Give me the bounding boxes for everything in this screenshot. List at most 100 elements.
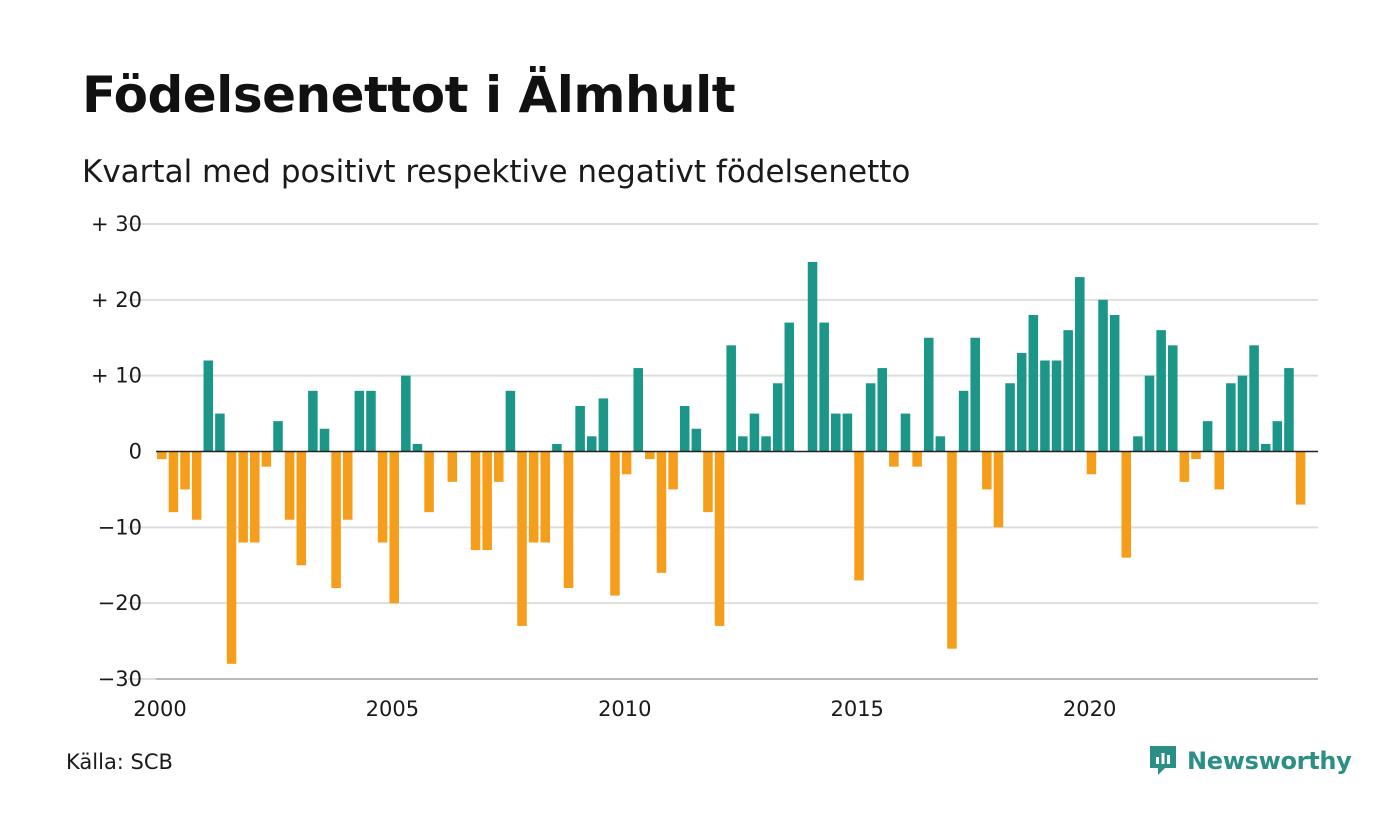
bar-positive — [575, 406, 585, 452]
bar-negative — [563, 451, 574, 588]
bar-positive — [772, 383, 783, 452]
bar-negative — [482, 451, 492, 551]
source-note: Källa: SCB — [66, 750, 173, 774]
bar-positive — [552, 443, 562, 452]
bar-negative — [645, 451, 655, 460]
bar-positive — [1040, 360, 1050, 452]
bar-positive — [1167, 345, 1178, 452]
bar-positive — [1226, 383, 1236, 452]
bar-positive — [1063, 330, 1073, 452]
bar-negative — [517, 451, 527, 626]
y-tick-label: 0 — [129, 440, 142, 464]
bar-positive — [366, 390, 376, 452]
bar-positive — [738, 436, 748, 452]
y-tick-label: −10 — [98, 515, 142, 539]
bar-positive — [1005, 383, 1015, 452]
bar-negative — [610, 451, 620, 596]
bar-positive — [215, 413, 225, 452]
bar-positive — [865, 383, 876, 452]
bar-positive — [877, 368, 888, 452]
bar-negative — [621, 451, 632, 475]
bar-positive — [401, 375, 411, 452]
bar-negative — [714, 451, 725, 626]
bar-negative — [180, 451, 190, 490]
bar-negative — [284, 451, 295, 520]
bar-negative — [993, 451, 1004, 528]
bar-positive — [1202, 421, 1213, 452]
bar-negative — [342, 451, 353, 520]
bar-positive — [749, 413, 760, 452]
brand-name: Newsworthy — [1187, 747, 1352, 775]
y-tick-label: + 20 — [91, 288, 142, 312]
x-tick-label: 2020 — [1063, 697, 1116, 721]
bar-positive — [273, 421, 283, 452]
bar-negative — [1086, 451, 1097, 475]
bar-positive — [761, 436, 771, 452]
bar-positive — [319, 428, 330, 452]
bar-positive — [970, 337, 980, 452]
bar-negative — [168, 451, 179, 513]
bar-negative — [668, 451, 678, 490]
bar-positive — [726, 345, 736, 452]
y-tick-label: + 30 — [91, 212, 142, 236]
bar-positive — [1075, 277, 1085, 452]
bar-negative — [494, 451, 504, 482]
bar-negative — [470, 451, 481, 551]
bar-positive — [1133, 436, 1143, 452]
newsworthy-logo-icon — [1150, 746, 1176, 775]
bar-negative — [250, 451, 260, 543]
bar-negative — [1295, 451, 1306, 505]
bars — [157, 261, 1306, 664]
y-tick-label: −20 — [98, 591, 142, 615]
bar-negative — [191, 451, 202, 520]
bar-negative — [296, 451, 307, 566]
bar-negative — [424, 451, 434, 513]
bar-positive — [1237, 375, 1248, 452]
bar-negative — [854, 451, 864, 581]
bar-positive — [598, 398, 609, 452]
bar-negative — [389, 451, 399, 604]
bar-negative — [1121, 451, 1132, 558]
bar-negative — [540, 451, 551, 543]
bar-positive — [203, 360, 214, 452]
chart-title: Födelsenettot i Älmhult — [82, 66, 736, 124]
bar-negative — [947, 451, 957, 649]
y-tick-label: −30 — [98, 667, 142, 691]
x-tick-label: 2015 — [830, 697, 883, 721]
bar-positive — [505, 390, 516, 452]
bar-positive — [1028, 315, 1039, 452]
bar-negative — [703, 451, 713, 513]
bar-positive — [1016, 352, 1027, 452]
bar-positive — [412, 443, 423, 452]
bar-positive — [923, 337, 934, 452]
y-axis-labels: + 30 + 20 + 10 0 −10 −20 −30 — [91, 212, 142, 691]
bar-negative — [656, 451, 667, 573]
bar-positive — [1144, 375, 1155, 452]
bar-positive — [807, 261, 818, 452]
x-tick-label: 2010 — [598, 697, 651, 721]
x-tick-label: 2000 — [133, 697, 186, 721]
bar-positive — [1109, 315, 1120, 452]
bar-negative — [261, 451, 272, 467]
bar-positive — [1156, 330, 1166, 452]
bar-negative — [1179, 451, 1190, 482]
bar-negative — [226, 451, 237, 664]
bar-negative — [528, 451, 539, 543]
bar-negative — [331, 451, 341, 588]
chart-subtitle: Kvartal med positivt respektive negativt… — [82, 154, 911, 190]
bar-positive — [1051, 360, 1062, 452]
bar-negative — [377, 451, 388, 543]
bar-positive — [1272, 421, 1283, 452]
bar-negative — [982, 451, 992, 490]
bar-negative — [1214, 451, 1224, 490]
bar-negative — [1191, 451, 1201, 460]
bar-positive — [935, 436, 946, 452]
bar-positive — [633, 368, 643, 452]
bar-positive — [900, 413, 911, 452]
bar-positive — [1249, 345, 1259, 452]
y-tick-label: + 10 — [91, 364, 142, 388]
bar-positive — [958, 390, 969, 452]
x-tick-label: 2005 — [366, 697, 419, 721]
brand-logo[interactable]: Newsworthy — [1148, 744, 1352, 778]
bar-negative — [447, 451, 458, 482]
